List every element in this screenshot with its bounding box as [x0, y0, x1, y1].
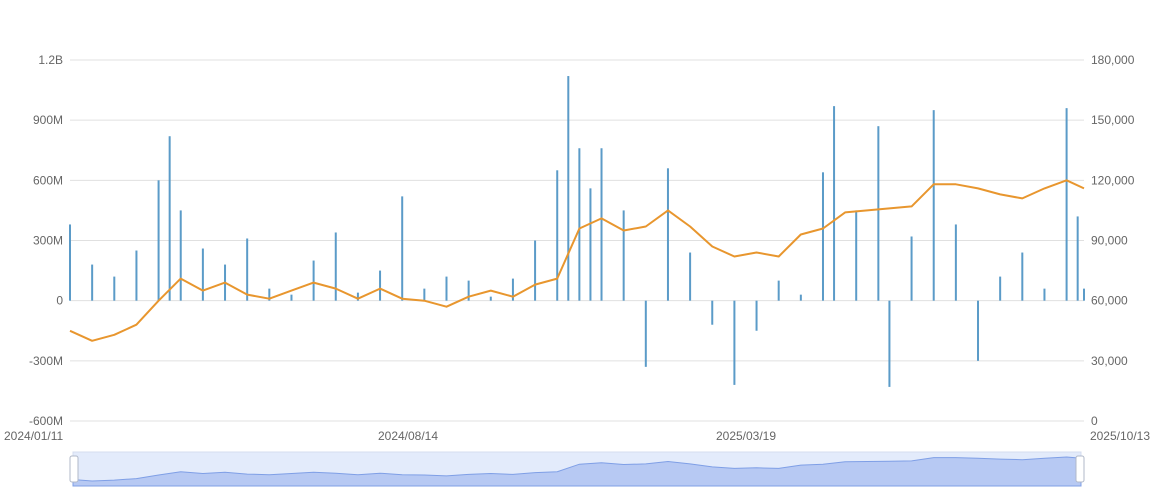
- bar: [855, 210, 858, 301]
- bar: [589, 188, 592, 301]
- bar: [423, 288, 426, 301]
- bar: [246, 238, 249, 301]
- left-tick-label: 900M: [33, 113, 63, 127]
- left-tick-label: -300M: [29, 354, 63, 368]
- bar: [268, 288, 271, 301]
- x-tick-label: 2024/08/14: [378, 429, 438, 443]
- bar: [356, 292, 359, 301]
- bar: [733, 300, 736, 385]
- bar: [578, 148, 581, 301]
- bar: [888, 300, 891, 387]
- bar: [666, 168, 669, 301]
- right-tick-label: 120,000: [1091, 173, 1135, 187]
- bar: [91, 264, 94, 301]
- bar: [445, 276, 448, 301]
- bar: [135, 250, 138, 301]
- right-tick-label: 30,000: [1091, 354, 1128, 368]
- bar: [534, 240, 537, 301]
- bar: [622, 210, 625, 301]
- zoom-slider[interactable]: [69, 451, 1085, 487]
- bar: [69, 224, 71, 301]
- bar: [833, 106, 836, 301]
- bar: [954, 224, 957, 301]
- bar: [556, 170, 559, 301]
- bar: [711, 300, 714, 325]
- bar: [600, 148, 603, 301]
- zoom-handle-right[interactable]: [1075, 455, 1085, 483]
- right-tick-label: 0: [1091, 414, 1098, 428]
- left-tick-label: 300M: [33, 234, 63, 248]
- right-tick-label: 60,000: [1091, 294, 1128, 308]
- zoom-slider-preview: [72, 456, 1082, 487]
- bar-series: [69, 76, 1085, 387]
- bar: [1065, 108, 1068, 301]
- bar: [179, 210, 182, 301]
- right-axis-ticks: 0 30,000 60,000 90,000 120,000 150,000 180,000: [1091, 53, 1135, 428]
- bar: [201, 248, 204, 301]
- x-tick-label: 2025/10/13: [1090, 429, 1150, 443]
- line-series: [69, 179, 1085, 342]
- right-tick-label: 90,000: [1091, 234, 1128, 248]
- bar: [1083, 288, 1085, 301]
- bar: [799, 294, 802, 301]
- bar: [932, 110, 935, 301]
- right-tick-label: 180,000: [1091, 53, 1135, 67]
- bar: [1043, 288, 1046, 301]
- bar: [567, 76, 570, 301]
- bar: [977, 300, 980, 361]
- zoom-handle-left[interactable]: [69, 455, 79, 483]
- bar: [777, 280, 780, 301]
- bar: [999, 276, 1002, 301]
- left-tick-label: 600M: [33, 173, 63, 187]
- bar: [467, 280, 470, 301]
- bar: [168, 136, 171, 301]
- bar: [511, 278, 514, 301]
- left-tick-label: -600M: [29, 414, 63, 428]
- bar: [644, 300, 647, 367]
- bar: [157, 180, 160, 301]
- left-axis-ticks: -600M -300M 0 300M 600M 900M 1.2B: [29, 53, 63, 428]
- gridlines: [70, 59, 1084, 422]
- bar: [379, 270, 382, 301]
- x-axis-ticks: 2024/01/11 2024/08/14 2025/03/19 2025/10/13: [4, 429, 1150, 443]
- left-tick-label: 1.2B: [38, 53, 63, 67]
- bar: [113, 276, 116, 301]
- bar: [312, 260, 315, 301]
- left-tick-label: 0: [56, 294, 63, 308]
- x-tick-label: 2024/01/11: [4, 429, 63, 443]
- bar: [877, 126, 880, 301]
- bar: [755, 300, 758, 331]
- bar: [689, 252, 692, 301]
- bar: [1021, 252, 1024, 301]
- x-tick-label: 2025/03/19: [716, 429, 776, 443]
- bar: [910, 236, 913, 301]
- price-line: [69, 179, 1085, 342]
- bar: [401, 196, 404, 301]
- bar: [334, 232, 337, 301]
- right-tick-label: 150,000: [1091, 113, 1135, 127]
- bar: [1076, 216, 1079, 301]
- bar: [489, 296, 492, 301]
- bar: [821, 172, 824, 301]
- bar: [290, 294, 293, 301]
